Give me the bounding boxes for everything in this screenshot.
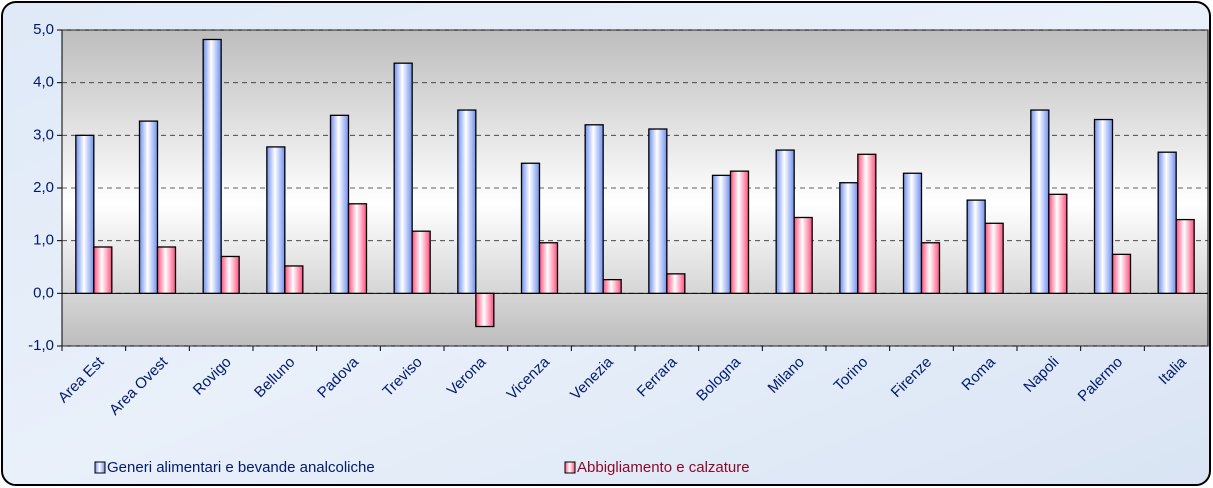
bar	[839, 182, 859, 294]
bar	[538, 242, 559, 294]
y-tick-label: 5,0	[33, 21, 54, 38]
y-tick-label: 4,0	[33, 74, 54, 91]
bar	[775, 149, 795, 294]
y-tick-label: 2,0	[33, 179, 54, 196]
bar	[602, 278, 622, 294]
bar	[202, 38, 222, 294]
bar	[520, 162, 541, 294]
bar	[666, 273, 686, 294]
bar	[902, 172, 923, 294]
bar	[920, 242, 941, 294]
bar	[93, 246, 113, 294]
bar	[1030, 109, 1050, 294]
legend-label: Abbigliamento e calzature	[577, 459, 750, 476]
bar	[393, 62, 413, 294]
bar	[1111, 253, 1132, 294]
bar	[648, 128, 668, 294]
legend-swatch	[94, 461, 106, 474]
bar	[411, 230, 431, 294]
bar	[1093, 118, 1114, 294]
bar	[475, 292, 495, 328]
bar	[220, 255, 240, 294]
legend-label: Generi alimentari e bevande analcoliche	[107, 459, 375, 476]
bar	[457, 109, 477, 294]
bar	[966, 199, 986, 294]
bar	[1048, 193, 1068, 294]
y-tick-label: 0,0	[33, 284, 54, 301]
bar	[284, 265, 304, 294]
y-tick-label: 3,0	[33, 126, 54, 143]
bar	[329, 114, 350, 294]
bar	[156, 246, 177, 294]
bar	[1157, 151, 1177, 294]
bar	[1175, 218, 1195, 294]
bar	[984, 222, 1004, 294]
bar	[729, 170, 750, 294]
bar	[138, 120, 159, 294]
bar	[857, 153, 877, 294]
bar	[584, 124, 604, 294]
y-tick-label: 1,0	[33, 232, 54, 249]
y-tick-label: -1,0	[28, 337, 54, 354]
bar	[711, 174, 732, 294]
legend-swatch	[564, 461, 576, 474]
bar	[266, 146, 286, 294]
bar	[347, 203, 368, 294]
bar	[793, 216, 813, 294]
bar	[75, 134, 95, 294]
